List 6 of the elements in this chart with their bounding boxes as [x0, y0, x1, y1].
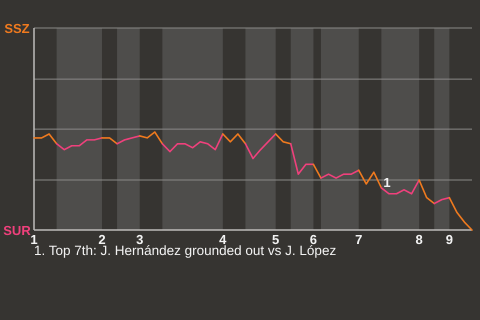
text: SSZ	[4, 21, 30, 36]
x-tick-label: 7	[355, 232, 362, 247]
annotation: 1	[383, 174, 391, 190]
text: SUR	[3, 223, 32, 238]
x-tick-label: 9	[446, 232, 453, 247]
x-tick-label: 8	[416, 232, 423, 247]
